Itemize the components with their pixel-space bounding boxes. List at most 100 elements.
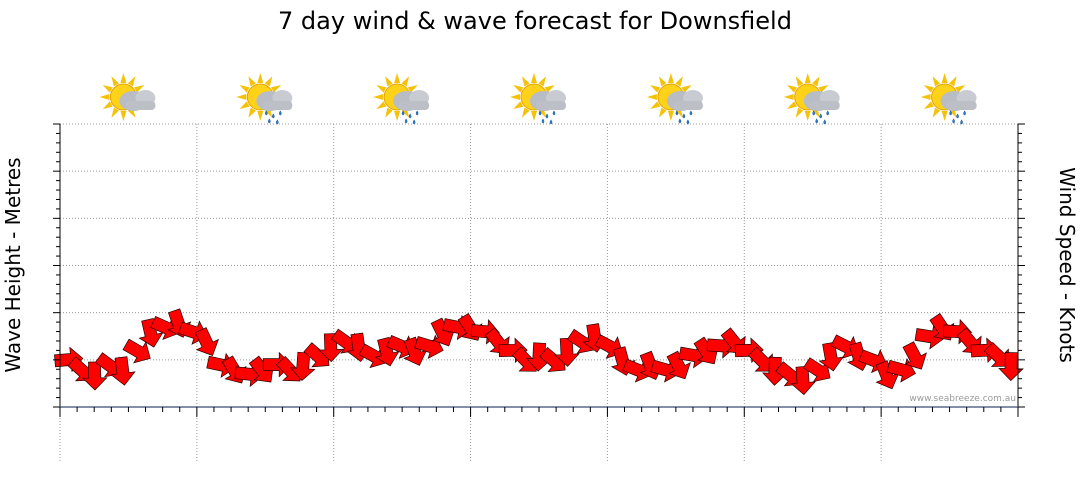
wind-arrow bbox=[289, 351, 316, 382]
axes bbox=[53, 123, 1025, 417]
sun-ray bbox=[949, 76, 957, 87]
rain-drop bbox=[819, 113, 822, 119]
rain-drop bbox=[541, 118, 545, 124]
sun-ray bbox=[681, 85, 692, 93]
sun-ray bbox=[248, 76, 256, 87]
sun-ray bbox=[522, 76, 530, 87]
sun-ray bbox=[111, 76, 119, 87]
right-axis-label: Wind Speed - Knots bbox=[1055, 167, 1079, 363]
sun-ray bbox=[102, 101, 113, 109]
rain-drop bbox=[952, 118, 955, 124]
rain-drop bbox=[272, 113, 275, 119]
sun-ray bbox=[385, 76, 393, 87]
rain-drop bbox=[826, 110, 829, 116]
rain-drop bbox=[401, 110, 405, 116]
rain-drop bbox=[956, 113, 959, 119]
wind-arrow bbox=[374, 336, 400, 367]
sun-rays bbox=[646, 73, 695, 121]
sun-ray bbox=[955, 85, 966, 93]
sun-ray bbox=[650, 85, 661, 93]
cloud-base bbox=[809, 101, 840, 110]
sun-ray bbox=[920, 94, 931, 100]
sun-ray bbox=[941, 73, 948, 83]
sun-ray bbox=[239, 101, 250, 109]
rain-drop bbox=[682, 113, 686, 119]
rain-drop bbox=[265, 110, 268, 116]
sun-ray bbox=[932, 107, 941, 118]
wind-arrow bbox=[818, 341, 844, 372]
sun-ray bbox=[513, 101, 524, 109]
rain-drop bbox=[815, 118, 818, 124]
wind-arrow bbox=[802, 357, 831, 383]
wind-arrow bbox=[747, 346, 773, 372]
rain-drop bbox=[678, 118, 682, 124]
cloud-base bbox=[262, 101, 293, 110]
rain-drop bbox=[812, 110, 815, 116]
rain-drop bbox=[960, 119, 963, 125]
rain-drop bbox=[675, 110, 679, 116]
sun-ray bbox=[134, 85, 145, 93]
sun-ray bbox=[376, 85, 387, 93]
showers-icon bbox=[920, 73, 977, 125]
sun-ray bbox=[531, 73, 537, 83]
sun-ray bbox=[376, 101, 387, 109]
showers-icon bbox=[510, 73, 566, 125]
wind-arrow bbox=[194, 327, 219, 356]
sun-ray bbox=[923, 85, 934, 93]
wind-arrow bbox=[81, 361, 108, 391]
grid bbox=[59, 123, 1018, 462]
sun-ray bbox=[385, 107, 393, 118]
rain-drop bbox=[823, 119, 826, 125]
sun-ray bbox=[783, 94, 794, 100]
sun-ray bbox=[522, 107, 530, 118]
sun-ray bbox=[111, 107, 119, 118]
sun-ray bbox=[795, 107, 804, 118]
rain-drop bbox=[415, 110, 419, 116]
sun-ray bbox=[270, 85, 282, 93]
sun-ray bbox=[658, 107, 667, 118]
wind-arrow bbox=[902, 341, 927, 370]
sun-ray bbox=[786, 101, 798, 109]
wind-arrow bbox=[983, 341, 1010, 367]
sun-ray bbox=[248, 107, 256, 118]
rain-drop bbox=[949, 110, 952, 116]
sun-ray bbox=[236, 94, 247, 100]
showers-icon bbox=[646, 73, 703, 125]
wind-arrow bbox=[554, 337, 580, 367]
rain-drop bbox=[689, 110, 693, 116]
sun-ray bbox=[531, 111, 537, 121]
sun-ray bbox=[646, 94, 657, 100]
sun-ray bbox=[544, 85, 555, 93]
cloud-base bbox=[399, 101, 430, 110]
sun-ray bbox=[667, 111, 674, 121]
sun-ray bbox=[394, 73, 401, 83]
weather-row bbox=[99, 73, 977, 125]
showers-icon bbox=[783, 73, 840, 125]
cloud-base bbox=[672, 101, 703, 110]
rain-drop bbox=[963, 110, 966, 116]
sun-ray bbox=[804, 111, 811, 121]
wind-series bbox=[54, 308, 1024, 396]
sun-ray bbox=[786, 85, 798, 93]
rain-drop bbox=[549, 119, 553, 125]
sun-ray bbox=[120, 111, 127, 121]
rain-drop bbox=[279, 110, 282, 116]
sun-ray bbox=[812, 76, 820, 87]
sun-ray bbox=[127, 76, 136, 87]
rain-drop bbox=[412, 119, 416, 125]
sun-ray bbox=[513, 85, 524, 93]
sun-ray bbox=[795, 76, 804, 87]
rain-drop bbox=[552, 110, 556, 116]
sun-ray bbox=[102, 85, 113, 93]
rain-drop bbox=[686, 119, 690, 125]
wind-arrow bbox=[110, 356, 136, 386]
wind-arrow bbox=[403, 336, 428, 366]
wind-arrow bbox=[914, 324, 945, 350]
wind-arrow bbox=[666, 350, 691, 380]
sun-ray bbox=[804, 73, 811, 83]
sun-ray bbox=[510, 94, 520, 100]
partly-cloudy-icon bbox=[99, 73, 156, 121]
sun-ray bbox=[407, 85, 418, 93]
showers-icon bbox=[373, 73, 430, 125]
